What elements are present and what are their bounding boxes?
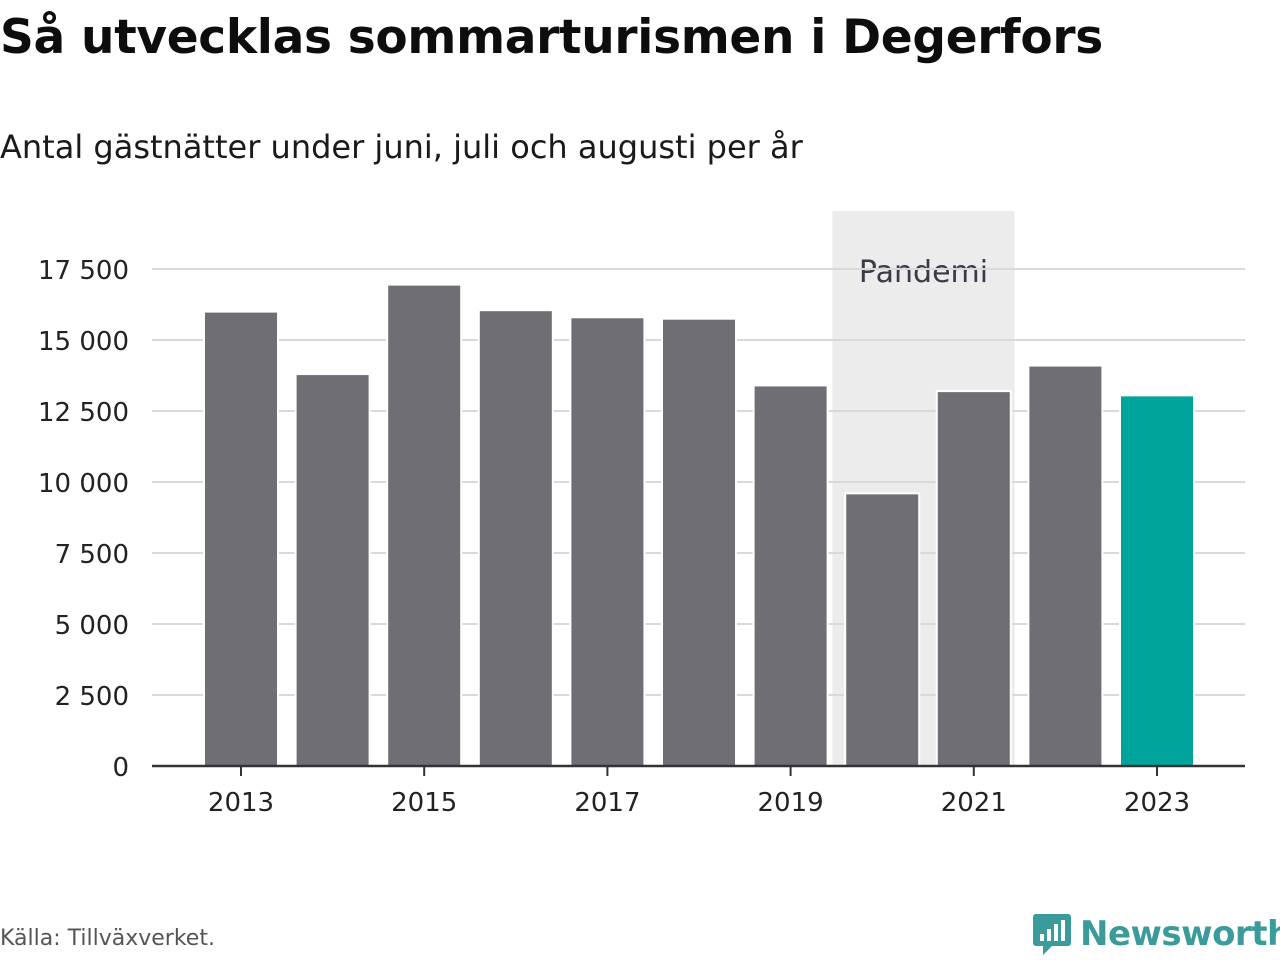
y-tick-label: 5 000 [55,611,129,641]
bar-2016 [477,309,554,767]
y-tick-label: 17 500 [38,256,129,286]
logo-text: Newsworthy [1080,914,1280,954]
newsworthy-chart-bubble-icon [1033,914,1071,955]
x-tick-label: 2021 [941,788,1007,818]
bar-2018 [661,317,737,767]
y-tick-label: 15 000 [38,327,129,357]
newsworthy-logo: Newsworthy [1032,910,1280,958]
chart-subtitle: Antal gästnätter under juni, juli och au… [0,128,803,166]
y-tick-label: 12 500 [38,398,129,428]
bar-2023 [1119,394,1195,767]
bar-2019 [752,384,829,767]
bar-2017 [569,316,646,767]
x-tick-label: 2019 [758,788,824,818]
bar-2022 [1027,364,1104,767]
y-tick-label: 10 000 [38,469,129,499]
x-tick-label: 2017 [574,788,640,818]
source-note: Källa: Tillväxverket. [0,926,215,951]
y-tick-label: 7 500 [55,540,129,570]
bar-2015 [386,283,463,767]
x-tick-label: 2015 [391,788,457,818]
y-tick-label: 2 500 [55,682,129,712]
chart-title: Så utvecklas sommarturismen i Degerfors [0,10,1103,65]
x-tick-label: 2023 [1124,788,1190,818]
bar-2020 [844,492,921,767]
y-tick-label: 0 [112,753,129,783]
bar-2021 [935,390,1012,767]
bar-2013 [203,310,279,767]
x-tick-label: 2013 [208,788,274,818]
pandemic-label: Pandemi [859,255,988,290]
bar-2014 [294,373,371,767]
